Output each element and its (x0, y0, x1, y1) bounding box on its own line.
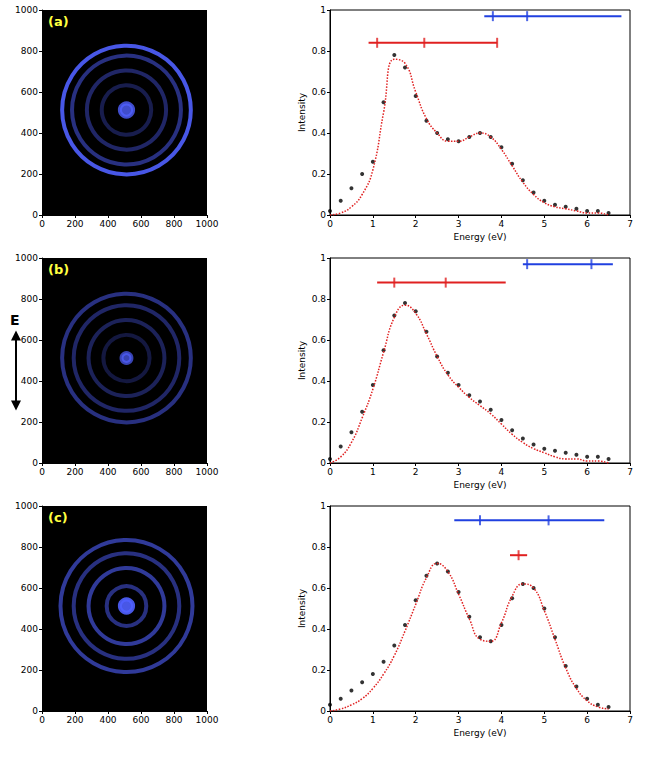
svg-text:3: 3 (456, 467, 462, 477)
svg-text:1000: 1000 (15, 253, 38, 263)
svg-text:0: 0 (32, 458, 38, 468)
svg-text:800: 800 (165, 467, 182, 477)
svg-text:0.8: 0.8 (312, 294, 327, 304)
svg-text:7: 7 (627, 219, 633, 229)
svg-text:400: 400 (99, 219, 116, 229)
svg-text:200: 200 (66, 715, 83, 725)
svg-text:1: 1 (370, 219, 376, 229)
svg-text:1000: 1000 (196, 219, 219, 229)
svg-text:7: 7 (627, 715, 633, 725)
svg-text:800: 800 (21, 46, 38, 56)
svg-text:400: 400 (99, 715, 116, 725)
svg-text:2: 2 (413, 715, 419, 725)
svg-text:2: 2 (413, 467, 419, 477)
svg-text:1000: 1000 (196, 715, 219, 725)
svg-text:5: 5 (541, 219, 547, 229)
svg-text:1: 1 (320, 253, 326, 263)
svg-text:0.8: 0.8 (312, 46, 327, 56)
svg-text:0.6: 0.6 (312, 335, 327, 345)
svg-text:7: 7 (627, 467, 633, 477)
svg-text:0.4: 0.4 (312, 624, 327, 634)
svg-text:400: 400 (21, 128, 38, 138)
svg-text:(c): (c) (48, 510, 68, 525)
svg-text:0: 0 (327, 219, 333, 229)
svg-text:Intensity: Intensity (297, 588, 307, 628)
svg-text:200: 200 (21, 417, 38, 427)
svg-text:5: 5 (541, 715, 547, 725)
svg-text:0.2: 0.2 (312, 665, 326, 675)
svg-text:800: 800 (165, 715, 182, 725)
svg-text:2: 2 (413, 219, 419, 229)
svg-text:Intensity: Intensity (297, 340, 307, 380)
svg-text:400: 400 (21, 376, 38, 386)
svg-text:0: 0 (39, 467, 45, 477)
svg-text:0: 0 (32, 706, 38, 716)
svg-text:0.2: 0.2 (312, 417, 326, 427)
svg-text:(a): (a) (48, 14, 69, 29)
svg-text:600: 600 (21, 583, 38, 593)
svg-text:800: 800 (21, 294, 38, 304)
svg-text:Energy (eV): Energy (eV) (453, 232, 506, 242)
svg-text:1: 1 (370, 715, 376, 725)
svg-text:600: 600 (132, 715, 149, 725)
svg-text:200: 200 (21, 169, 38, 179)
svg-text:1000: 1000 (196, 467, 219, 477)
svg-text:6: 6 (584, 467, 590, 477)
svg-text:400: 400 (99, 467, 116, 477)
svg-text:0: 0 (320, 706, 326, 716)
svg-text:0.8: 0.8 (312, 542, 327, 552)
svg-text:600: 600 (21, 335, 38, 345)
svg-text:0.6: 0.6 (312, 87, 327, 97)
svg-text:Energy (eV): Energy (eV) (453, 480, 506, 490)
svg-text:6: 6 (584, 219, 590, 229)
svg-text:200: 200 (66, 219, 83, 229)
svg-text:600: 600 (21, 87, 38, 97)
svg-text:0: 0 (32, 210, 38, 220)
svg-text:600: 600 (132, 467, 149, 477)
svg-text:600: 600 (132, 219, 149, 229)
svg-text:1: 1 (320, 501, 326, 511)
svg-text:0.4: 0.4 (312, 376, 327, 386)
svg-text:800: 800 (21, 542, 38, 552)
svg-text:0: 0 (320, 458, 326, 468)
svg-text:800: 800 (165, 219, 182, 229)
svg-text:(b): (b) (48, 262, 69, 277)
svg-text:Intensity: Intensity (297, 92, 307, 132)
svg-text:1: 1 (320, 5, 326, 15)
svg-text:0.4: 0.4 (312, 128, 327, 138)
svg-text:0: 0 (327, 715, 333, 725)
svg-text:4: 4 (499, 715, 505, 725)
svg-text:1: 1 (370, 467, 376, 477)
svg-text:0.2: 0.2 (312, 169, 326, 179)
svg-text:0: 0 (320, 210, 326, 220)
svg-text:200: 200 (21, 665, 38, 675)
svg-text:5: 5 (541, 467, 547, 477)
svg-text:4: 4 (499, 467, 505, 477)
svg-text:0: 0 (327, 467, 333, 477)
svg-text:6: 6 (584, 715, 590, 725)
svg-text:Energy (eV): Energy (eV) (453, 728, 506, 738)
svg-text:0.6: 0.6 (312, 583, 327, 593)
svg-text:0: 0 (39, 715, 45, 725)
svg-text:400: 400 (21, 624, 38, 634)
svg-text:200: 200 (66, 467, 83, 477)
svg-text:3: 3 (456, 219, 462, 229)
svg-text:1000: 1000 (15, 501, 38, 511)
svg-text:0: 0 (39, 219, 45, 229)
svg-text:1000: 1000 (15, 5, 38, 15)
svg-text:4: 4 (499, 219, 505, 229)
svg-text:3: 3 (456, 715, 462, 725)
svg-text:E: E (10, 312, 20, 328)
